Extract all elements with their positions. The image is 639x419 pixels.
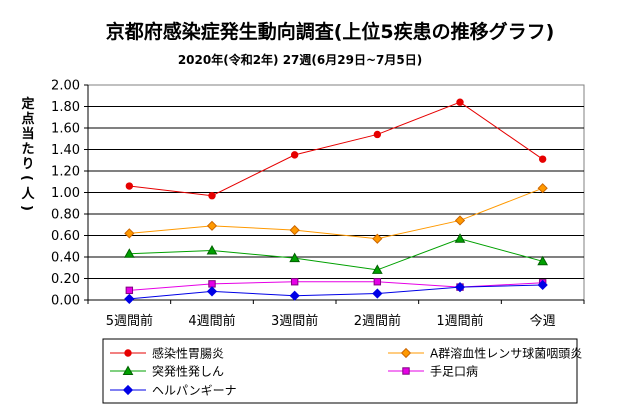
data-point [371, 264, 383, 274]
legend-marker [402, 367, 410, 375]
y-tick-label: 1.20 [51, 165, 80, 180]
y-axis-label-char: 人 [21, 186, 35, 202]
series-line [129, 238, 543, 271]
data-point [124, 293, 135, 305]
y-tick-label: 1.80 [51, 100, 80, 115]
data-point [125, 182, 134, 190]
data-point [537, 255, 549, 266]
x-tick-label: 1週間前 [436, 313, 483, 329]
legend-label: 手足口病 [430, 364, 478, 379]
x-tick-label: 4週間前 [188, 313, 235, 329]
data-point [456, 98, 464, 106]
y-tick-label: 0.00 [51, 294, 80, 309]
legend-item: A群溶血性レンサ球菌咽頭炎 [388, 346, 582, 361]
data-point [208, 280, 216, 288]
data-point [290, 151, 299, 159]
y-tick-label: 1.40 [51, 143, 80, 158]
legend-item: 手足口病 [388, 364, 478, 379]
data-point [289, 290, 300, 301]
data-point [454, 215, 466, 226]
legend-label: A群溶血性レンサ球菌咽頭炎 [430, 346, 582, 361]
y-axis-label-char: り [21, 157, 34, 172]
y-axis-label-char: 点 [21, 111, 34, 127]
y-tick-label: 2.00 [51, 79, 80, 94]
data-point [454, 233, 466, 243]
x-tick-label: 今週 [530, 313, 556, 329]
chart-subtitle: 2020年(令和2年) 27週(6月29日~7月5日) [178, 52, 422, 67]
legend-item: 突発性発しん [110, 364, 224, 379]
series-1 [124, 183, 548, 244]
series-line [129, 284, 543, 300]
series-line [129, 187, 543, 240]
chart-title: 京都府感染症発生動向調査(上位5疾患の推移グラフ) [106, 20, 555, 43]
data-point [372, 233, 383, 244]
y-axis-label-char: ) [19, 205, 34, 211]
legend-label: 感染性胃腸炎 [152, 346, 224, 361]
y-tick-label: 0.40 [51, 251, 80, 266]
legend-item: ヘルパンギーナ [110, 384, 237, 398]
x-tick-label: 5週間前 [106, 313, 153, 329]
legend-marker [122, 365, 134, 375]
data-point [373, 278, 382, 286]
y-tick-label: 1.60 [51, 122, 80, 137]
data-point [289, 252, 301, 263]
data-point [537, 183, 548, 194]
legend-marker [124, 349, 132, 357]
data-point [537, 279, 548, 291]
legend-marker [122, 384, 134, 396]
series-0 [125, 98, 547, 200]
y-axis-label-char: 定 [20, 96, 34, 112]
data-point [206, 245, 218, 255]
x-tick-label: 2週間前 [354, 313, 401, 329]
data-point [125, 286, 134, 295]
legend-marker [400, 347, 412, 359]
y-axis-label-char: た [21, 142, 34, 157]
series-line [129, 101, 543, 197]
data-point [124, 228, 135, 239]
data-point [206, 286, 218, 297]
data-point [372, 288, 383, 299]
data-point [208, 192, 216, 200]
y-axis-label-char: ( [19, 175, 34, 181]
legend-label: ヘルパンギーナ [152, 384, 237, 398]
y-tick-label: 0.60 [51, 229, 80, 244]
data-point [206, 220, 218, 231]
y-tick-label: 0.80 [51, 208, 80, 223]
legend-label: 突発性発しん [152, 364, 224, 379]
y-tick-label: 1.00 [51, 186, 80, 201]
y-axis-label-char: 当 [21, 126, 34, 142]
legend-item: 感染性胃腸炎 [110, 346, 224, 361]
x-tick-label: 3週間前 [271, 313, 318, 329]
data-point [538, 155, 547, 163]
data-point [373, 130, 382, 139]
legend-box [102, 338, 578, 404]
y-tick-label: 0.20 [51, 272, 80, 287]
data-point [123, 248, 135, 258]
data-point [290, 278, 299, 286]
series-2 [123, 233, 549, 274]
data-point [454, 281, 466, 293]
series-4 [124, 279, 548, 305]
data-point [289, 225, 300, 236]
